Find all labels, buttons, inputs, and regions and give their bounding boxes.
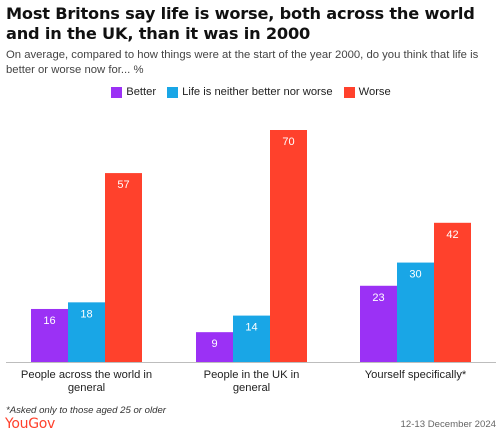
legend-item-worse: Worse xyxy=(343,86,391,98)
legend-label-neither: Life is neither better nor worse xyxy=(182,86,333,98)
data-label-worse-3: 42 xyxy=(446,229,458,241)
data-label-neither-2: 14 xyxy=(245,322,257,334)
bar-worse-1 xyxy=(105,173,142,362)
data-label-worse-1: 57 xyxy=(117,179,129,191)
bar-better-3 xyxy=(360,285,397,362)
legend-item-better: Better xyxy=(111,86,156,98)
data-label-better-2: 9 xyxy=(211,338,217,350)
legend-swatch-better xyxy=(111,86,123,98)
data-label-worse-2: 70 xyxy=(282,136,294,148)
yougov-logo: YouGov xyxy=(5,416,56,432)
chart-subtitle: On average, compared to how things were … xyxy=(6,49,479,76)
legend-label-worse: Worse xyxy=(358,86,391,98)
bar-neither-1 xyxy=(68,302,105,362)
legend-item-neither: Life is neither better nor worse xyxy=(167,86,333,98)
footnote: *Asked only to those aged 25 or older xyxy=(6,405,167,416)
bar-better-2 xyxy=(196,332,233,362)
survey-date: 12-13 December 2024 xyxy=(400,419,496,430)
chart-title: Most Britons say life is worse, both acr… xyxy=(6,4,475,43)
bar-chart-plot: 16 18 57 People across the world in general 9… xyxy=(6,130,496,394)
bar-worse-3 xyxy=(434,222,471,362)
data-label-better-3: 23 xyxy=(372,292,384,304)
data-label-neither-1: 18 xyxy=(80,308,92,320)
legend: Better Life is neither better nor worse … xyxy=(0,86,502,98)
category-label-1: People across the world in general xyxy=(21,369,152,394)
legend-label-better: Better xyxy=(126,86,157,98)
bar-worse-2 xyxy=(270,130,307,362)
bar-neither-2 xyxy=(233,315,270,362)
bar-neither-3 xyxy=(397,262,434,362)
category-label-3: Yourself specifically* xyxy=(365,369,467,381)
legend-swatch-neither xyxy=(167,86,179,98)
category-label-2: People in the UK in general xyxy=(204,369,300,394)
legend-swatch-worse xyxy=(343,86,355,98)
bar-better-1 xyxy=(31,308,68,362)
data-label-better-1: 16 xyxy=(43,315,55,327)
data-label-neither-3: 30 xyxy=(409,269,421,281)
